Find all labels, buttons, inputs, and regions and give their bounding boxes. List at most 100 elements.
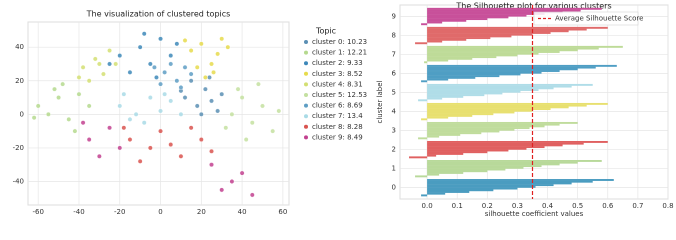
legend-marker [304, 71, 308, 76]
point [31, 115, 37, 121]
point [80, 120, 86, 126]
silhouette-bar [427, 128, 515, 131]
point [133, 111, 139, 117]
legend-marker [304, 93, 308, 97]
point [229, 179, 235, 184]
point [52, 86, 57, 92]
silhouette-bar [421, 80, 428, 83]
point [194, 103, 200, 109]
legend-label: cluster 7: 13.4 [312, 112, 363, 120]
point [174, 41, 180, 47]
point [182, 38, 188, 43]
point [92, 56, 98, 62]
y-tick-label: 2 [392, 146, 396, 154]
x-tick-label: 0.6 [602, 202, 614, 210]
point [101, 71, 106, 77]
point [219, 91, 225, 97]
silhouette-bar [427, 30, 569, 33]
silhouette-bar [427, 161, 578, 164]
silhouette-bar [427, 140, 608, 143]
y-tick-label: -40 [13, 177, 24, 185]
point [158, 36, 163, 42]
silhouette-bar [427, 163, 560, 166]
x-tick-label: 0.1 [452, 202, 463, 210]
silhouette-bar [427, 92, 503, 95]
silhouette-bar [427, 125, 545, 128]
silhouette-bar [427, 54, 518, 57]
point [215, 51, 221, 57]
silhouette-bar [427, 64, 617, 67]
point [188, 71, 194, 77]
point [225, 44, 231, 50]
legend-label: Average Silhouette Score [555, 15, 643, 23]
point [198, 111, 204, 117]
point [168, 61, 174, 67]
point [219, 187, 225, 193]
silhouette-bar [427, 33, 533, 36]
legend-marker [304, 82, 308, 87]
silhouette-bar [427, 127, 530, 130]
silhouette-bar [427, 57, 473, 60]
y-tick-label: 20 [15, 77, 24, 85]
point [121, 125, 127, 131]
silhouette-bar [427, 111, 515, 114]
point [194, 64, 200, 70]
point [107, 125, 112, 131]
point [86, 78, 92, 84]
silhouette-bar [427, 191, 470, 193]
legend-label: cluster 2: 9.33 [312, 59, 363, 67]
point [158, 108, 163, 114]
silhouette-bar [427, 132, 482, 135]
legend-marker [304, 135, 308, 140]
silhouette-bar [427, 94, 485, 97]
y-tick-label: 4 [392, 108, 397, 116]
silhouette-bar [427, 170, 488, 173]
silhouette-bar [427, 59, 449, 62]
silhouette-bar [427, 182, 572, 185]
point [147, 145, 153, 151]
silhouette-bar [427, 113, 494, 116]
point [178, 111, 184, 117]
silhouette-bar [427, 76, 476, 79]
point [229, 111, 235, 117]
point [72, 128, 78, 134]
silhouette-bar [427, 116, 449, 119]
silhouette-bar [427, 78, 449, 81]
point [107, 48, 112, 53]
silhouette-bar [409, 156, 428, 159]
point [249, 120, 255, 126]
point [107, 61, 112, 67]
silhouette-bar [427, 21, 443, 24]
silhouette-bar [427, 35, 512, 38]
x-tick-label: 20 [197, 208, 206, 216]
point [117, 53, 123, 58]
silhouette-bar [427, 52, 539, 55]
point [96, 153, 102, 159]
silhouette-bar [427, 89, 539, 91]
point [219, 36, 225, 42]
x-tick-label: 0.7 [632, 202, 643, 210]
point [35, 103, 41, 109]
legend-label: cluster 8: 8.28 [312, 123, 363, 131]
silhouette-bar [427, 83, 593, 86]
chart-title: The Silhouette plot for various clusters [455, 2, 611, 11]
silhouette-bar [427, 108, 551, 110]
silhouette-bar [427, 147, 527, 150]
silhouette-bar [427, 123, 560, 126]
y-tick-label: 40 [15, 43, 24, 51]
point [207, 75, 212, 80]
silhouette-bar [427, 133, 461, 136]
point [260, 103, 265, 109]
silhouette-bar [427, 184, 554, 187]
silhouette-bar [427, 9, 581, 12]
point [276, 108, 282, 114]
silhouette-bar [427, 135, 440, 138]
legend-marker [304, 114, 308, 119]
x-tick-label: -20 [114, 208, 125, 216]
silhouette-bar [427, 146, 545, 149]
legend-label: cluster 0: 10.23 [312, 38, 367, 46]
point [188, 48, 194, 53]
y-axis-label: cluster label [376, 80, 384, 123]
silhouette-bar [427, 66, 596, 69]
